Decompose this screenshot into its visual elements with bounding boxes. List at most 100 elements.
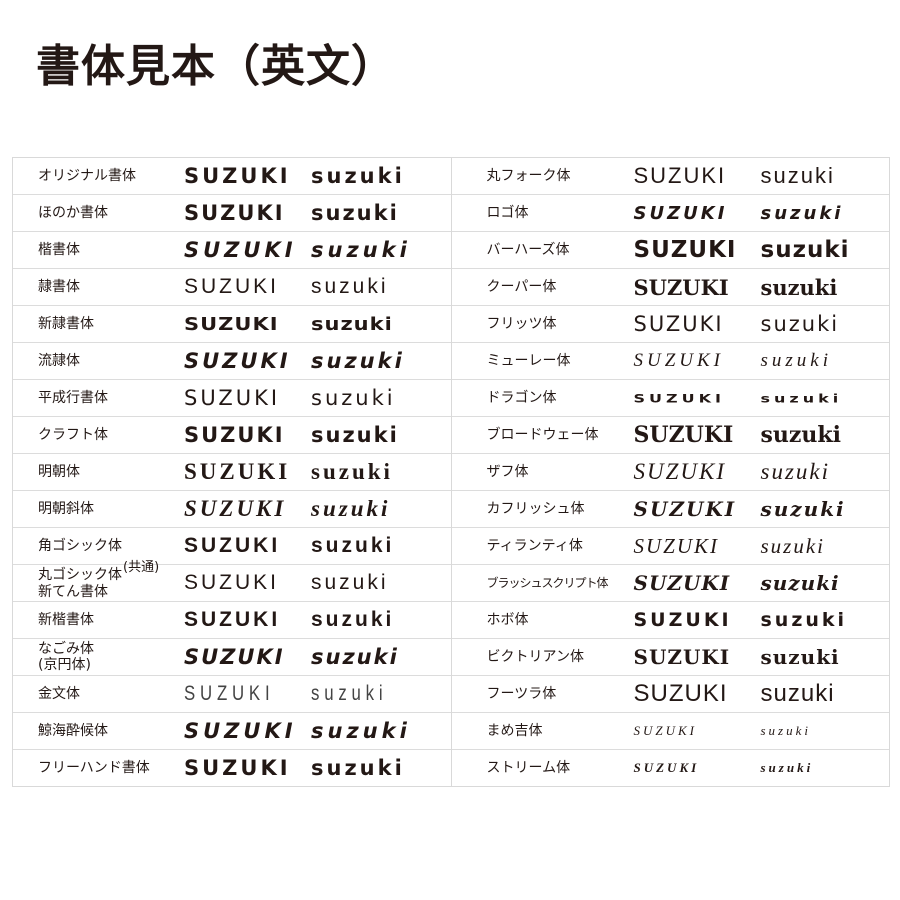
sample-uppercase: SUZUKI: [184, 496, 287, 521]
sample-uppercase: SUZUKI: [633, 163, 727, 188]
font-row: 流隷体 SUZUKI suzuki: [13, 343, 451, 380]
sample-lowercase: suzuki: [760, 723, 811, 738]
font-name-text: 隷書体: [38, 279, 80, 295]
font-name-text: 丸フォーク体: [486, 168, 571, 184]
font-name-text: ホボ体: [486, 612, 529, 628]
font-name-text-line2: (京円体): [38, 657, 91, 673]
font-row: ミューレー体 SUZUKI suzuki: [451, 343, 889, 380]
sample-uppercase: SUZUKI: [633, 497, 737, 521]
font-name-text: 丸ゴシック体: [38, 567, 122, 583]
right-column: 丸フォーク体 SUZUKI suzuki ロゴ体 SUZUKI suzuki バーハーズ体 S…: [451, 158, 890, 786]
font-name: 丸ゴシック体(共通) 新てん書体: [38, 560, 159, 600]
font-name: フリッツ体: [487, 316, 557, 332]
font-name-text: ほのか書体: [38, 205, 108, 221]
sample-lowercase: suzuki: [311, 496, 391, 521]
sample-lowercase: suzuki: [311, 275, 389, 298]
sample-lowercase: suzuki: [311, 608, 395, 631]
font-row: ティランティ体 SUZUKI suzuki: [451, 528, 889, 565]
font-name-text: ミューレー体: [486, 353, 571, 369]
font-name-text: ストリーム体: [486, 760, 571, 776]
font-name-text: 新隷書体: [38, 316, 94, 332]
font-name: バーハーズ体: [487, 242, 570, 258]
sample-lowercase: suzuki: [311, 682, 388, 705]
sample-uppercase: SUZUKI: [184, 682, 275, 705]
font-name: ホボ体: [487, 612, 529, 628]
sample-uppercase: SUZUKI: [633, 274, 729, 300]
font-name-text: ドラゴン体: [486, 390, 557, 406]
font-name: クーパー体: [487, 279, 557, 295]
font-name: 金文体: [38, 686, 80, 702]
font-name-text: 楷書体: [38, 242, 80, 258]
font-name-text: ビクトリアン体: [486, 649, 584, 665]
sample-lowercase: suzuki: [760, 163, 835, 188]
sample-uppercase: SUZUKI: [184, 349, 291, 373]
sample-lowercase: suzuki: [760, 350, 832, 371]
font-name-text: 流隷体: [38, 353, 80, 369]
font-row: カフリッシュ体 SUZUKI suzuki: [451, 491, 889, 528]
font-name-text: 平成行書体: [38, 390, 108, 406]
font-name: ミューレー体: [487, 353, 571, 369]
font-name: フリーハンド書体: [38, 760, 150, 776]
sample-uppercase: SUZUKI: [633, 391, 725, 405]
sample-lowercase: suzuki: [311, 423, 399, 447]
sample-uppercase: SUZUKI: [633, 680, 728, 707]
font-row: 明朝斜体 SUZUKI suzuki: [13, 491, 451, 528]
font-name: 平成行書体: [38, 390, 108, 406]
font-row: まめ吉体 SUZUKI suzuki: [451, 713, 889, 750]
sample-uppercase: SUZUKI: [184, 238, 297, 262]
font-name-text: カフリッシュ体: [486, 501, 585, 517]
sample-uppercase: SUZUKI: [184, 164, 291, 188]
sample-uppercase: SUZUKI: [633, 645, 731, 669]
sample-lowercase: suzuki: [760, 645, 840, 669]
sample-uppercase: SUZUKI: [184, 423, 285, 447]
sample-lowercase: suzuki: [760, 760, 814, 775]
font-row: 平成行書体 SUZUKI suzuki: [13, 380, 451, 417]
font-name: 隷書体: [38, 279, 80, 295]
font-row: 新隷書体 SUZUKI suzuki: [13, 306, 451, 343]
sample-lowercase: suzuki: [311, 201, 399, 225]
font-name: なごみ体 (京円体): [38, 641, 94, 673]
font-row: 金文体 SUZUKI suzuki: [13, 676, 451, 713]
font-name: ドラゴン体: [487, 390, 557, 406]
font-name-text: 金文体: [38, 686, 80, 702]
font-row: ロゴ体 SUZUKI suzuki: [451, 195, 889, 232]
font-name-text: ブロードウェー体: [486, 427, 599, 443]
font-name: 明朝斜体: [38, 501, 94, 517]
font-row: ホボ体 SUZUKI suzuki: [451, 602, 889, 639]
sample-uppercase: SUZUKI: [633, 422, 734, 448]
font-row: なごみ体 (京円体) SUZUKI suzuki: [13, 639, 451, 676]
font-name: 新楷書体: [38, 612, 94, 628]
font-row: 楷書体 SUZUKI suzuki: [13, 232, 451, 269]
font-row: ブロードウェー体 SUZUKI suzuki: [451, 417, 889, 454]
font-row: バーハーズ体 SUZUKI suzuki: [451, 232, 889, 269]
sample-lowercase: suzuki: [760, 274, 838, 300]
sample-uppercase: SUZUKI: [184, 645, 285, 669]
sample-uppercase: SUZUKI: [633, 609, 732, 631]
font-sample-table: オリジナル書体 SUZUKI suzuki ほのか書体 SUZUKI suzuki 楷書体 S…: [12, 157, 890, 787]
font-row: ビクトリアン体 SUZUKI suzuki: [451, 639, 889, 676]
sample-uppercase: SUZUKI: [184, 386, 281, 410]
sample-uppercase: SUZUKI: [633, 350, 725, 371]
sample-lowercase: suzuki: [311, 238, 411, 262]
sample-lowercase: suzuki: [311, 756, 405, 780]
font-name: ザフ体: [487, 464, 529, 480]
font-name: ほのか書体: [38, 205, 108, 221]
font-row: オリジナル書体 SUZUKI suzuki: [13, 158, 451, 195]
font-row: 隷書体 SUZUKI suzuki: [13, 269, 451, 306]
font-row: ブラッシュスクリプト体 SUZUKI suzuki: [451, 565, 889, 602]
font-name: クラフト体: [38, 427, 108, 443]
font-name: フーツラ体: [487, 686, 557, 702]
sample-lowercase: suzuki: [760, 312, 840, 336]
font-name-text: 鯨海酔候体: [38, 723, 108, 739]
font-name: カフリッシュ体: [487, 501, 585, 517]
font-name: 丸フォーク体: [487, 168, 571, 184]
font-row: ストリーム体 SUZUKI suzuki: [452, 750, 890, 786]
font-name-text: クラフト体: [38, 427, 108, 443]
sample-uppercase: SUZUKI: [633, 459, 727, 484]
font-row: 明朝体 SUZUKI suzuki: [13, 454, 451, 491]
font-name-text-line2: 新てん書体: [38, 584, 108, 600]
sample-lowercase: suzuki: [311, 313, 393, 335]
font-row: ドラゴン体 SUZUKI suzuki: [451, 380, 889, 417]
sample-uppercase: SUZUKI: [633, 571, 731, 595]
sample-lowercase: suzuki: [760, 609, 848, 631]
